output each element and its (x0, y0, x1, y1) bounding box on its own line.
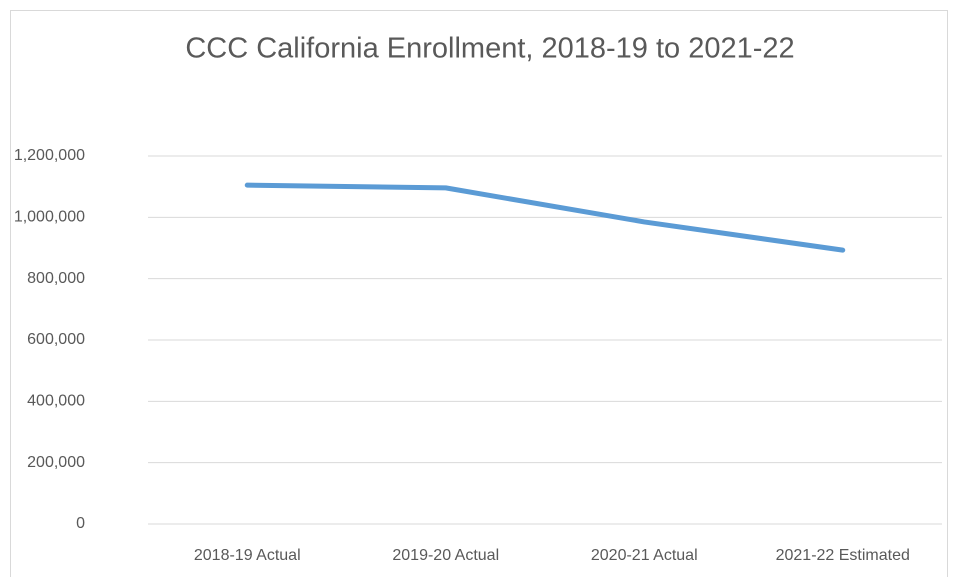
chart-border (10, 10, 948, 581)
x-tick-label: 2019-20 Actual (392, 547, 499, 564)
data-line (244, 182, 846, 253)
chart-title: CCC California Enrollment, 2018-19 to 20… (185, 33, 794, 65)
y-tick-label: 1,000,000 (14, 209, 85, 226)
x-tick-label: 2018-19 Actual (194, 547, 301, 564)
y-tick-label: 0 (76, 515, 85, 532)
y-tick-label: 400,000 (27, 393, 85, 410)
y-tick-label: 1,200,000 (14, 147, 85, 164)
y-tick-label: 800,000 (27, 270, 85, 287)
y-tick-label: 200,000 (27, 454, 85, 471)
x-tick-label: 2021-22 Estimated (776, 547, 910, 564)
x-tick-label: 2020-21 Actual (591, 547, 698, 564)
y-tick-label: 600,000 (27, 331, 85, 348)
